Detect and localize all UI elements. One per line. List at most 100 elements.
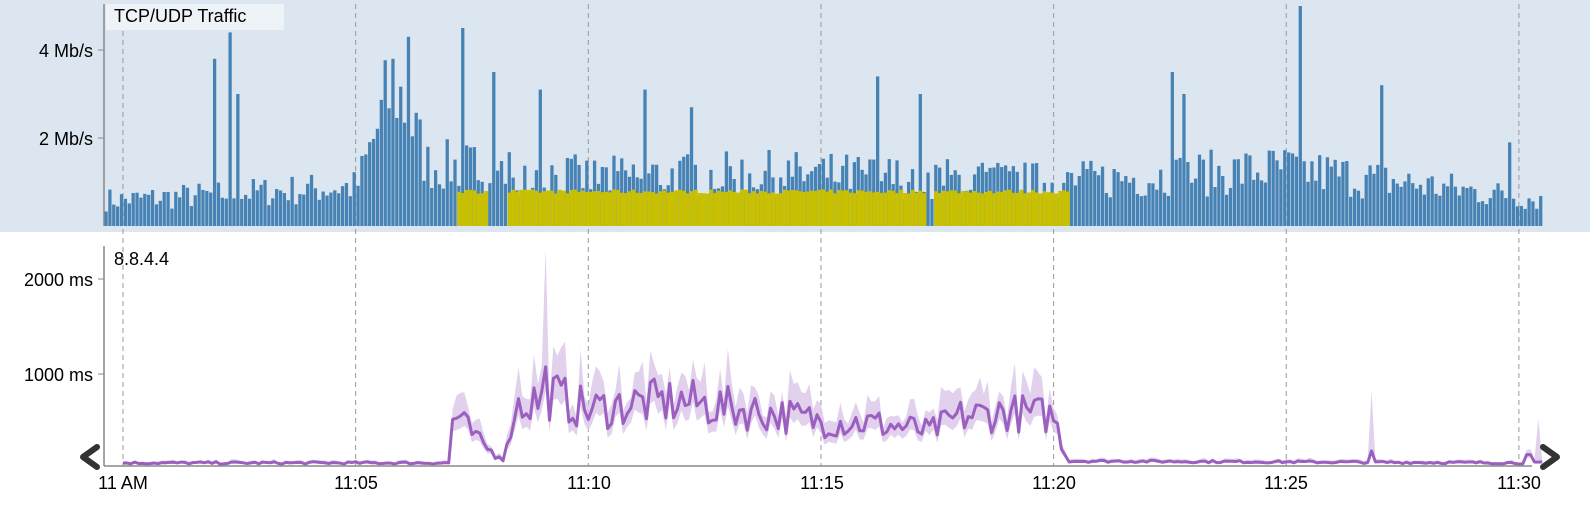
- traffic-bar: [317, 199, 321, 226]
- traffic-bar: [1411, 183, 1415, 226]
- traffic-bar: [236, 94, 240, 226]
- traffic-bar: [1306, 181, 1310, 226]
- highlight-bar: [852, 193, 857, 226]
- highlight-bar: [616, 189, 621, 226]
- traffic-bar: [232, 198, 236, 226]
- traffic-bar: [488, 183, 492, 226]
- traffic-bar: [147, 194, 151, 226]
- highlight-bar: [631, 189, 636, 226]
- traffic-bar: [794, 152, 798, 226]
- highlight-bar: [623, 193, 628, 226]
- highlight-bar: [876, 191, 880, 226]
- traffic-bar: [430, 188, 434, 226]
- highlight-bar: [844, 190, 849, 226]
- highlight-bar: [992, 193, 997, 226]
- traffic-bar: [1465, 187, 1469, 226]
- traffic-bar: [321, 191, 325, 226]
- traffic-bar: [371, 138, 376, 226]
- traffic-bar: [1128, 182, 1132, 226]
- traffic-bar: [1077, 176, 1081, 226]
- highlight-bar: [577, 191, 582, 226]
- traffic-bar: [333, 190, 337, 226]
- highlight-bar: [825, 191, 830, 226]
- highlight-bar: [592, 191, 597, 226]
- highlight-bar: [538, 192, 543, 226]
- traffic-bar: [1488, 198, 1492, 226]
- highlight-bar: [864, 191, 869, 226]
- traffic-bar: [267, 205, 271, 226]
- traffic-bar: [1515, 206, 1520, 226]
- traffic-bar: [1089, 160, 1093, 226]
- traffic-bar: [1271, 150, 1275, 226]
- time-gridlines: [122, 4, 1520, 466]
- traffic-bar: [1349, 196, 1353, 226]
- traffic-bar: [325, 195, 329, 226]
- traffic-bar: [1193, 178, 1198, 226]
- highlight-bar: [709, 189, 714, 226]
- highlight-bar: [651, 192, 655, 226]
- highlight-bar: [1031, 189, 1035, 226]
- x-tick-11am: 11 AM: [98, 473, 148, 493]
- highlight-bar: [984, 191, 989, 226]
- traffic-bar: [127, 203, 131, 226]
- highlight-bar: [662, 190, 667, 226]
- highlight-bar: [534, 190, 539, 226]
- traffic-bar: [247, 198, 252, 226]
- traffic-bar: [1073, 185, 1078, 226]
- traffic-bar: [441, 188, 446, 226]
- pan-left-button[interactable]: [76, 444, 102, 470]
- traffic-bar: [1108, 197, 1112, 226]
- traffic-bar: [1395, 183, 1399, 226]
- traffic-bar: [1283, 150, 1287, 226]
- traffic-bar: [150, 190, 155, 226]
- highlight-bar: [635, 192, 640, 226]
- traffic-bar: [1302, 161, 1306, 226]
- highlight-bar: [461, 193, 465, 226]
- highlight-bar: [748, 193, 752, 226]
- traffic-bar: [1244, 153, 1248, 226]
- highlight-bar: [507, 192, 512, 226]
- highlight-bar: [612, 189, 617, 226]
- highlight-bar: [980, 193, 985, 226]
- highlight-bar: [1066, 191, 1070, 226]
- traffic-bar: [1519, 205, 1523, 226]
- traffic-bar: [1201, 159, 1205, 226]
- traffic-bar: [123, 198, 128, 226]
- traffic-bar: [154, 204, 159, 226]
- traffic-bar: [352, 172, 356, 226]
- traffic-bar: [158, 200, 162, 226]
- traffic-bar: [356, 185, 360, 226]
- traffic-bar: [1310, 161, 1314, 226]
- traffic-bar: [1279, 169, 1283, 226]
- highlight-bar: [755, 193, 760, 226]
- traffic-bar: [1527, 198, 1531, 226]
- traffic-bar: [410, 136, 414, 226]
- latency-series: [122, 248, 1543, 466]
- highlight-bar: [794, 190, 799, 226]
- highlight-bar: [678, 189, 683, 226]
- pan-right-button[interactable]: [1536, 444, 1562, 470]
- highlight-bar: [589, 191, 593, 226]
- highlight-bar: [472, 190, 477, 226]
- traffic-bar: [201, 189, 205, 226]
- traffic-bar: [1097, 175, 1101, 226]
- highlight-bar: [600, 192, 605, 226]
- traffic-bar: [1422, 194, 1427, 226]
- highlight-bar: [647, 191, 652, 226]
- highlight-bar: [565, 193, 570, 226]
- traffic-bar: [185, 187, 190, 226]
- traffic-bar: [220, 197, 224, 226]
- traffic-bar: [1469, 186, 1473, 226]
- latency-panel-title: 8.8.4.4: [114, 249, 169, 269]
- traffic-bar: [364, 154, 368, 226]
- traffic-bar: [1333, 159, 1337, 226]
- traffic-bar: [1178, 157, 1182, 226]
- highlight-bar: [751, 191, 756, 226]
- traffic-bar: [1256, 172, 1260, 226]
- traffic-bar: [1228, 187, 1233, 226]
- traffic-bar: [1438, 195, 1442, 226]
- traffic-bar: [170, 208, 174, 226]
- traffic-bar: [329, 192, 333, 226]
- latency-line: [122, 365, 1543, 466]
